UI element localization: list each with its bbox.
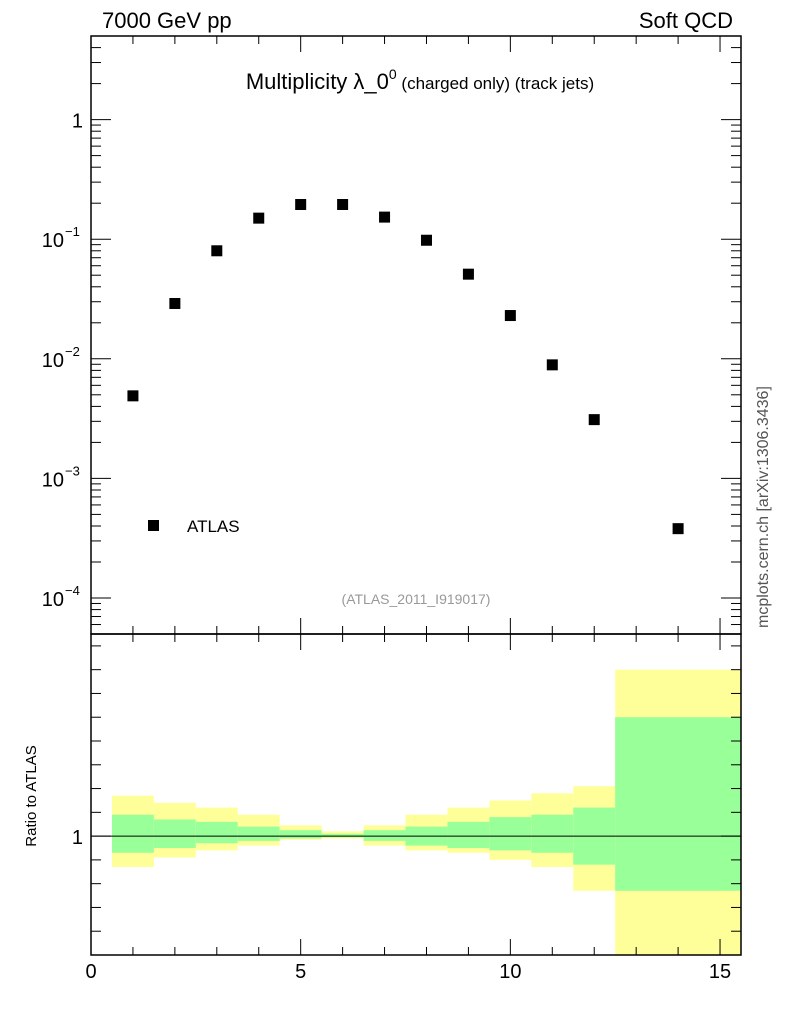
data-point bbox=[211, 245, 223, 257]
ratio-inner-band-1 bbox=[153, 819, 196, 848]
data-point bbox=[672, 523, 684, 535]
ratio-inner-band-5 bbox=[321, 833, 364, 838]
ratio-inner-band-12 bbox=[615, 717, 741, 891]
ratio-inner-band-0 bbox=[111, 814, 154, 853]
legend-label: ATLAS bbox=[187, 517, 240, 536]
ratio-inner-band-9 bbox=[489, 817, 532, 851]
y-tick-exponent: −3 bbox=[65, 463, 80, 478]
axis-labels: 110 −110 −210 −310 −410 5 10 15 bbox=[42, 111, 731, 983]
energy-label: 7000 GeV pp bbox=[102, 8, 232, 33]
data-point bbox=[169, 297, 181, 309]
ratio-y-tick-label: 1 bbox=[72, 827, 83, 849]
y-tick-label: 10 bbox=[42, 589, 64, 611]
data-point bbox=[337, 199, 349, 211]
ratio-axis-label: Ratio to ATLAS bbox=[23, 745, 40, 846]
ratio-plot-frame bbox=[90, 633, 742, 956]
x-tick-label: 10 bbox=[499, 961, 521, 983]
main-plot-frame bbox=[90, 35, 742, 635]
data-point bbox=[504, 310, 516, 322]
data-point bbox=[295, 199, 307, 211]
analysis-id: (ATLAS_2011_I919017) bbox=[342, 591, 491, 607]
data-point bbox=[127, 390, 139, 402]
data-point bbox=[379, 211, 391, 223]
ratio-inner-band-6 bbox=[363, 830, 406, 841]
ratio-inner-band-8 bbox=[447, 821, 490, 848]
ratio-inner-band-3 bbox=[237, 826, 280, 841]
data-point bbox=[253, 212, 265, 224]
x-tick-label: 0 bbox=[85, 961, 96, 983]
process-label: Soft QCD bbox=[638, 8, 733, 33]
ratio-inner-band-4 bbox=[279, 830, 322, 839]
x-tick-label: 5 bbox=[295, 961, 306, 983]
y-tick-exponent: −4 bbox=[65, 583, 80, 598]
data-point bbox=[462, 268, 474, 280]
data-point bbox=[546, 359, 558, 371]
ratio-bands bbox=[111, 669, 741, 955]
data-points bbox=[127, 199, 684, 535]
plot-title: Multiplicity λ_00 (charged only) (track … bbox=[246, 66, 594, 94]
ratio-inner-band-10 bbox=[531, 814, 574, 853]
y-tick-exponent: −2 bbox=[65, 344, 80, 359]
ratio-inner-band-2 bbox=[195, 821, 238, 844]
y-tick-label: 1 bbox=[72, 111, 83, 133]
data-point bbox=[588, 414, 600, 426]
data-point bbox=[420, 234, 432, 246]
y-tick-exponent: −1 bbox=[65, 224, 80, 239]
y-tick-label: 10 bbox=[42, 230, 64, 252]
legend-marker bbox=[148, 520, 159, 531]
y-tick-label: 10 bbox=[42, 350, 64, 372]
y-tick-label: 10 bbox=[42, 469, 64, 491]
x-tick-label: 15 bbox=[709, 961, 731, 983]
